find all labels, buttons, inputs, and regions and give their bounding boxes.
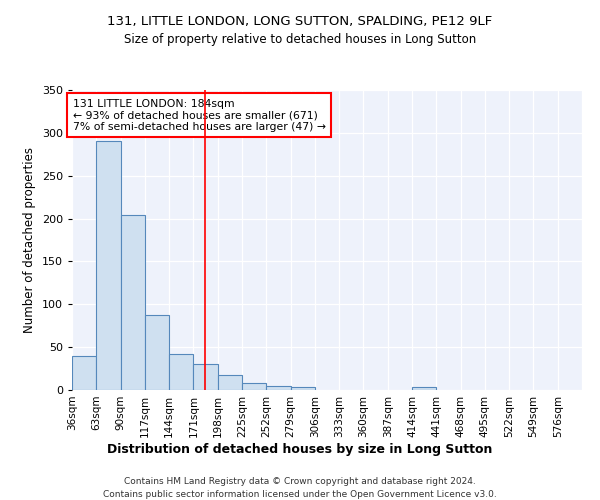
Text: Size of property relative to detached houses in Long Sutton: Size of property relative to detached ho… xyxy=(124,32,476,46)
Bar xyxy=(290,388,315,390)
Text: 131, LITTLE LONDON, LONG SUTTON, SPALDING, PE12 9LF: 131, LITTLE LONDON, LONG SUTTON, SPALDIN… xyxy=(107,15,493,28)
Bar xyxy=(72,356,96,390)
Text: 131 LITTLE LONDON: 184sqm
← 93% of detached houses are smaller (671)
7% of semi-: 131 LITTLE LONDON: 184sqm ← 93% of detac… xyxy=(73,98,326,132)
Bar xyxy=(193,364,218,390)
Text: Contains HM Land Registry data © Crown copyright and database right 2024.: Contains HM Land Registry data © Crown c… xyxy=(124,478,476,486)
Bar xyxy=(218,376,242,390)
Bar xyxy=(121,215,145,390)
Bar xyxy=(145,314,169,390)
Bar xyxy=(169,354,193,390)
Text: Contains public sector information licensed under the Open Government Licence v3: Contains public sector information licen… xyxy=(103,490,497,499)
Bar xyxy=(96,140,121,390)
Bar xyxy=(242,383,266,390)
Text: Distribution of detached houses by size in Long Sutton: Distribution of detached houses by size … xyxy=(107,442,493,456)
Bar xyxy=(412,386,436,390)
Bar xyxy=(266,386,290,390)
Y-axis label: Number of detached properties: Number of detached properties xyxy=(23,147,36,333)
